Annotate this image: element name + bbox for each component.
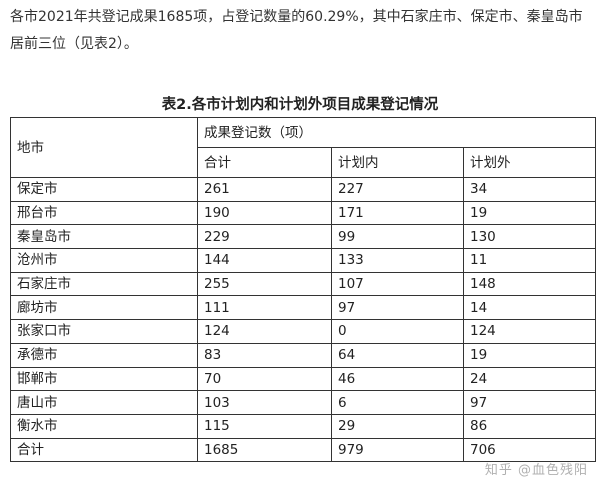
cell-planned: 0	[331, 319, 464, 344]
table-row: 合计 1685 979 706	[10, 437, 596, 463]
cell-planned: 6	[331, 390, 464, 415]
cell-unplanned: 34	[463, 177, 596, 202]
cell-unplanned: 124	[463, 319, 596, 344]
cell-city: 廊坊市	[10, 295, 198, 321]
cell-planned: 979	[331, 437, 464, 463]
cell-city: 秦皇岛市	[10, 224, 198, 250]
cell-total: 115	[197, 413, 332, 439]
cell-total: 83	[197, 342, 332, 368]
cell-city: 保定市	[10, 177, 198, 202]
cell-unplanned: 97	[463, 390, 596, 415]
cell-city: 邯郸市	[10, 366, 198, 392]
table-row: 邯郸市 70 46 24	[10, 366, 596, 392]
cell-unplanned: 148	[463, 271, 596, 297]
cell-total: 124	[197, 319, 332, 344]
cell-city: 石家庄市	[10, 271, 198, 297]
table-row: 唐山市 103 6 97	[10, 390, 596, 415]
cell-unplanned: 130	[463, 224, 596, 250]
cell-total: 255	[197, 271, 332, 297]
cell-total: 1685	[197, 437, 332, 463]
cell-planned: 227	[331, 177, 464, 202]
table-row: 衡水市 115 29 86	[10, 413, 596, 439]
table-row: 张家口市 124 0 124	[10, 319, 596, 344]
cell-planned: 97	[331, 295, 464, 321]
cell-total: 111	[197, 295, 332, 321]
cell-unplanned: 706	[463, 437, 596, 463]
watermark: 知乎 @血色残阳	[484, 463, 588, 478]
cell-total: 70	[197, 366, 332, 392]
cell-total: 261	[197, 177, 332, 202]
cell-city: 唐山市	[10, 390, 198, 415]
cell-planned: 46	[331, 366, 464, 392]
cell-city: 合计	[10, 437, 198, 463]
cell-city: 邢台市	[10, 200, 198, 226]
cell-total: 103	[197, 390, 332, 415]
cell-city: 沧州市	[10, 248, 198, 273]
table-row: 保定市 261 227 34	[10, 177, 596, 202]
header-city: 地市	[10, 117, 198, 178]
cell-unplanned: 19	[463, 342, 596, 368]
table-row: 沧州市 144 133 11	[10, 248, 596, 273]
header-group: 成果登记数（项）	[197, 117, 596, 148]
cell-total: 190	[197, 200, 332, 226]
cell-total: 229	[197, 224, 332, 250]
cell-unplanned: 11	[463, 248, 596, 273]
table-row: 石家庄市 255 107 148	[10, 271, 596, 297]
cell-unplanned: 24	[463, 366, 596, 392]
header-subrow: 合计 计划内 计划外	[11, 147, 596, 178]
cell-unplanned: 86	[463, 413, 596, 439]
cell-planned: 64	[331, 342, 464, 368]
cell-city: 衡水市	[10, 413, 198, 439]
header-row: 地市 成果登记数（项）	[10, 117, 596, 178]
intro-paragraph: 各市2021年共登记成果1685项，占登记数量的60.29%，其中石家庄市、保定…	[10, 9, 583, 52]
header-unplanned: 计划外	[463, 147, 596, 178]
cell-planned: 171	[331, 200, 464, 226]
table-row: 邢台市 190 171 19	[10, 200, 596, 226]
cell-planned: 107	[331, 271, 464, 297]
table-row: 廊坊市 111 97 14	[10, 295, 596, 321]
cell-total: 144	[197, 248, 332, 273]
cell-city: 承德市	[10, 342, 198, 368]
cell-planned: 99	[331, 224, 464, 250]
header-total: 合计	[197, 147, 332, 178]
cell-planned: 133	[331, 248, 464, 273]
results-table: 地市 成果登记数（项） 合计 计划内 计划外 保定市 261 227 34 邢台市 190…	[10, 117, 596, 463]
table-row: 承德市 83 64 19	[10, 342, 596, 368]
cell-city: 张家口市	[10, 319, 198, 344]
cell-planned: 29	[331, 413, 464, 439]
table-row: 秦皇岛市 229 99 130	[10, 224, 596, 250]
cell-unplanned: 19	[463, 200, 596, 226]
header-planned: 计划内	[331, 147, 464, 178]
table-title: 表2.各市计划内和计划外项目成果登记情况	[161, 97, 439, 113]
cell-unplanned: 14	[463, 295, 596, 321]
